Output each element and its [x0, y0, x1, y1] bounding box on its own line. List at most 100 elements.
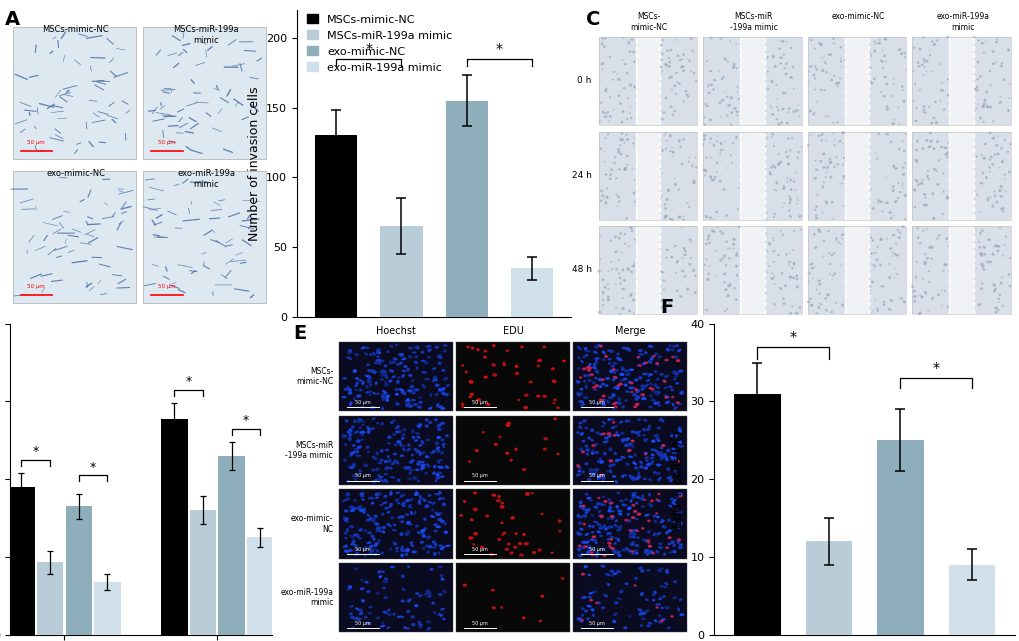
Ellipse shape — [428, 536, 430, 538]
Ellipse shape — [994, 154, 995, 155]
Ellipse shape — [658, 452, 661, 454]
Bar — [573, 342, 686, 412]
Text: 50 μm: 50 μm — [355, 474, 371, 478]
Ellipse shape — [665, 199, 667, 201]
Ellipse shape — [592, 382, 594, 383]
Ellipse shape — [783, 187, 785, 188]
Ellipse shape — [634, 379, 637, 381]
Ellipse shape — [587, 365, 589, 367]
Ellipse shape — [578, 394, 579, 396]
Ellipse shape — [361, 421, 365, 422]
Ellipse shape — [982, 269, 983, 270]
Ellipse shape — [975, 156, 976, 157]
Ellipse shape — [643, 387, 646, 388]
Ellipse shape — [903, 150, 904, 151]
Ellipse shape — [644, 457, 648, 458]
Ellipse shape — [347, 352, 352, 353]
Ellipse shape — [609, 174, 610, 176]
Ellipse shape — [665, 532, 666, 534]
Ellipse shape — [432, 379, 435, 381]
Ellipse shape — [630, 544, 634, 545]
Ellipse shape — [678, 403, 681, 405]
Ellipse shape — [882, 301, 883, 303]
Ellipse shape — [674, 376, 677, 378]
Ellipse shape — [580, 547, 583, 549]
Ellipse shape — [468, 461, 470, 462]
Ellipse shape — [636, 477, 638, 479]
Ellipse shape — [639, 462, 642, 463]
Ellipse shape — [351, 543, 354, 545]
Ellipse shape — [935, 238, 937, 239]
Ellipse shape — [344, 510, 347, 512]
Ellipse shape — [981, 265, 983, 267]
Ellipse shape — [605, 574, 609, 576]
Ellipse shape — [415, 389, 418, 390]
Text: 24 h: 24 h — [571, 171, 591, 179]
Ellipse shape — [827, 231, 828, 232]
Ellipse shape — [375, 497, 378, 498]
Ellipse shape — [616, 597, 621, 599]
Ellipse shape — [647, 551, 650, 553]
Ellipse shape — [584, 610, 587, 612]
Ellipse shape — [436, 513, 439, 515]
Ellipse shape — [1002, 208, 1003, 209]
Ellipse shape — [614, 552, 618, 554]
Ellipse shape — [358, 395, 361, 397]
Ellipse shape — [665, 349, 668, 351]
Ellipse shape — [433, 546, 436, 549]
Ellipse shape — [991, 63, 994, 65]
Ellipse shape — [664, 395, 666, 397]
Ellipse shape — [773, 304, 774, 305]
Ellipse shape — [392, 462, 394, 464]
Y-axis label: EdU + cells (%): EdU + cells (%) — [672, 430, 685, 528]
Ellipse shape — [515, 448, 517, 450]
Ellipse shape — [389, 345, 392, 347]
Text: EDU: EDU — [502, 326, 524, 336]
Ellipse shape — [618, 510, 620, 512]
Ellipse shape — [430, 569, 432, 570]
Ellipse shape — [684, 254, 686, 256]
Ellipse shape — [503, 532, 505, 533]
Ellipse shape — [377, 356, 379, 358]
Ellipse shape — [1000, 208, 1001, 210]
Ellipse shape — [445, 466, 448, 469]
Ellipse shape — [524, 406, 527, 408]
Ellipse shape — [375, 543, 378, 544]
Ellipse shape — [616, 369, 618, 371]
Ellipse shape — [942, 213, 943, 214]
Ellipse shape — [476, 399, 480, 401]
Ellipse shape — [591, 532, 593, 533]
Ellipse shape — [622, 110, 623, 112]
Ellipse shape — [345, 519, 346, 520]
Ellipse shape — [615, 481, 616, 483]
Ellipse shape — [608, 448, 611, 451]
Ellipse shape — [492, 494, 495, 496]
Ellipse shape — [819, 89, 821, 90]
Ellipse shape — [599, 515, 602, 517]
Ellipse shape — [768, 172, 769, 173]
Ellipse shape — [894, 168, 896, 169]
Ellipse shape — [619, 459, 621, 460]
Bar — [740, 226, 764, 315]
Ellipse shape — [648, 494, 650, 495]
Ellipse shape — [360, 588, 364, 590]
Ellipse shape — [661, 40, 662, 41]
Bar — [844, 226, 868, 315]
Ellipse shape — [651, 440, 654, 442]
Ellipse shape — [622, 476, 624, 477]
Ellipse shape — [348, 438, 351, 440]
Ellipse shape — [642, 373, 646, 375]
Ellipse shape — [995, 201, 997, 203]
Ellipse shape — [624, 475, 627, 476]
Ellipse shape — [608, 363, 610, 364]
Ellipse shape — [818, 231, 820, 233]
Ellipse shape — [689, 239, 691, 240]
Ellipse shape — [399, 362, 401, 364]
Ellipse shape — [913, 301, 914, 302]
Ellipse shape — [713, 79, 715, 81]
Ellipse shape — [654, 450, 657, 452]
Ellipse shape — [469, 381, 472, 383]
Ellipse shape — [469, 381, 473, 383]
Ellipse shape — [492, 374, 496, 376]
Ellipse shape — [344, 444, 346, 445]
